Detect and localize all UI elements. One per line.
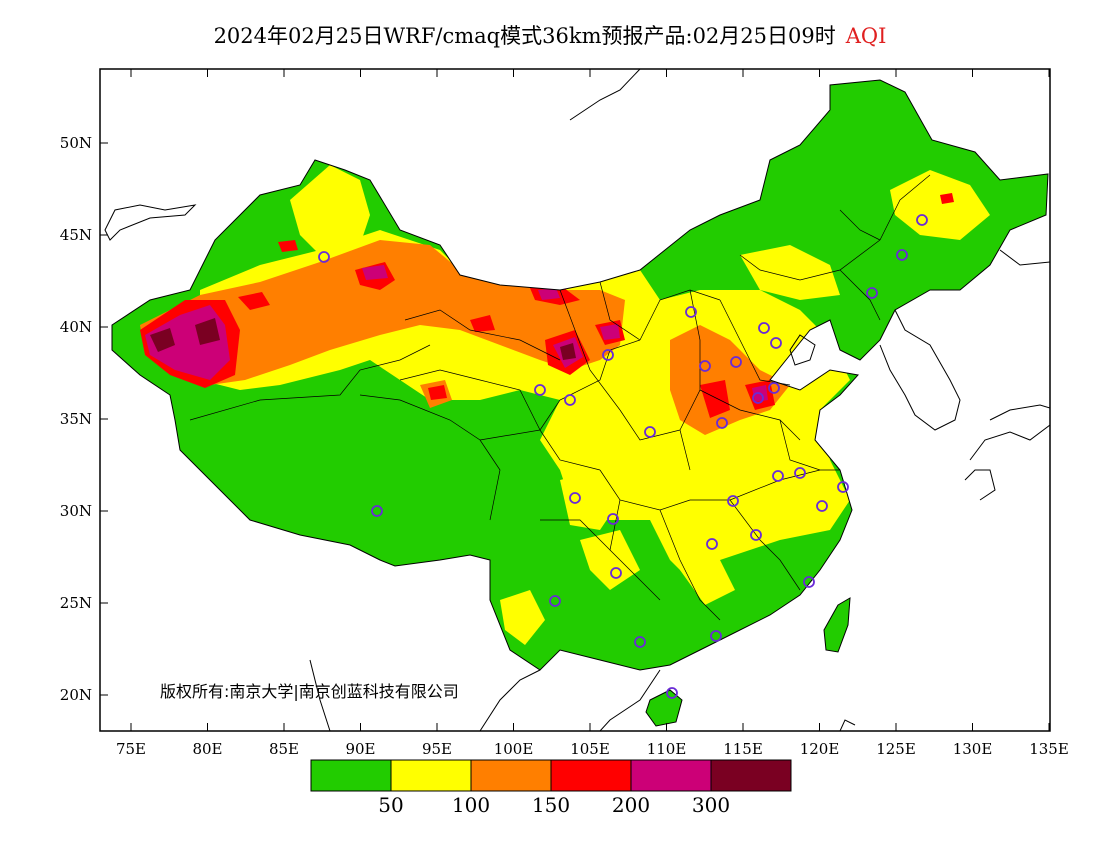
circle-marker-icon — [837, 481, 849, 493]
colorbar-swatch — [310, 759, 392, 792]
circle-marker-icon — [866, 287, 878, 299]
country-borders — [111, 79, 1049, 727]
map-title: 2024年02月25日WRF/cmaq模式36km预报产品:02月25日09时 A… — [0, 20, 1100, 50]
lon-tick-label: 130E — [953, 740, 993, 758]
lat-tick-label: 40N — [60, 318, 92, 336]
circle-marker-icon — [803, 576, 815, 588]
lat-tick-label: 30N — [60, 502, 92, 520]
circle-marker-icon — [730, 356, 742, 368]
station-markers — [318, 214, 928, 699]
circle-marker-icon — [634, 636, 646, 648]
circle-marker-icon — [770, 337, 782, 349]
lon-tick-label: 85E — [269, 740, 299, 758]
title-variable: AQI — [845, 24, 887, 48]
lon-tick-label: 105E — [570, 740, 610, 758]
circle-marker-icon — [644, 426, 656, 438]
title-text: 2024年02月25日WRF/cmaq模式36km预报产品:02月25日09时 — [213, 24, 836, 48]
colorbar-swatch — [710, 759, 792, 792]
lat-tick-label: 45N — [60, 226, 92, 244]
map-frame — [99, 68, 1051, 732]
circle-marker-icon — [371, 505, 383, 517]
lon-tick-label: 125E — [876, 740, 916, 758]
circle-marker-icon — [706, 538, 718, 550]
lat-tick-label: 35N — [60, 410, 92, 428]
circle-marker-icon — [794, 467, 806, 479]
circle-marker-icon — [699, 360, 711, 372]
circle-marker-icon — [607, 513, 619, 525]
colorbar-label: 50 — [378, 793, 403, 817]
colorbar-label: 150 — [532, 793, 570, 817]
circle-marker-icon — [534, 384, 546, 396]
coastline-detail — [789, 334, 816, 366]
colorbar-swatch — [470, 759, 552, 792]
circle-marker-icon — [896, 249, 908, 261]
lon-tick-label: 110E — [647, 740, 687, 758]
circle-marker-icon — [564, 394, 576, 406]
latitude-axis: 50N 45N 40N 35N 30N 25N 20N — [60, 134, 108, 704]
circle-marker-icon — [685, 306, 697, 318]
lon-tick-label: 120E — [800, 740, 840, 758]
circle-marker-icon — [602, 349, 614, 361]
circle-marker-icon — [318, 251, 330, 263]
circle-marker-icon — [610, 567, 622, 579]
colorbar-swatch — [630, 759, 712, 792]
neighbor-coastlines — [104, 69, 1050, 731]
longitude-axis: 75E 80E 85E 90E 95E 100E 105E 110E 115E 120E 125E 1… — [116, 69, 1069, 758]
circle-marker-icon — [916, 214, 928, 226]
lat-tick-label: 25N — [60, 594, 92, 612]
colorbar-label: 100 — [452, 793, 490, 817]
lon-tick-label: 115E — [723, 740, 763, 758]
aqi-colorbar: 50 100 150 200 300 — [310, 759, 792, 817]
lon-tick-label: 80E — [192, 740, 222, 758]
circle-marker-icon — [549, 595, 561, 607]
lon-tick-label: 135E — [1029, 740, 1069, 758]
circle-marker-icon — [710, 630, 722, 642]
colorbar-swatch — [390, 759, 472, 792]
circle-marker-icon — [768, 382, 780, 394]
lon-tick-label: 95E — [422, 740, 452, 758]
colorbar-label: 300 — [692, 793, 730, 817]
circle-marker-icon — [758, 322, 770, 334]
circle-marker-icon — [750, 529, 762, 541]
circle-marker-icon — [816, 500, 828, 512]
province-boundaries — [189, 174, 931, 621]
circle-marker-icon — [727, 495, 739, 507]
lon-tick-label: 100E — [494, 740, 534, 758]
circle-marker-icon — [716, 417, 728, 429]
lon-tick-label: 90E — [345, 740, 375, 758]
lat-tick-label: 20N — [60, 686, 92, 704]
lon-tick-label: 75E — [116, 740, 146, 758]
circle-marker-icon — [752, 392, 764, 404]
lat-tick-label: 50N — [60, 134, 92, 152]
circle-marker-icon — [569, 492, 581, 504]
circle-marker-icon — [666, 687, 678, 699]
colorbar-swatch — [550, 759, 632, 792]
copyright-text: 版权所有:南京大学|南京创蓝科技有限公司 — [160, 682, 459, 701]
colorbar-label: 200 — [612, 793, 650, 817]
circle-marker-icon — [772, 470, 784, 482]
